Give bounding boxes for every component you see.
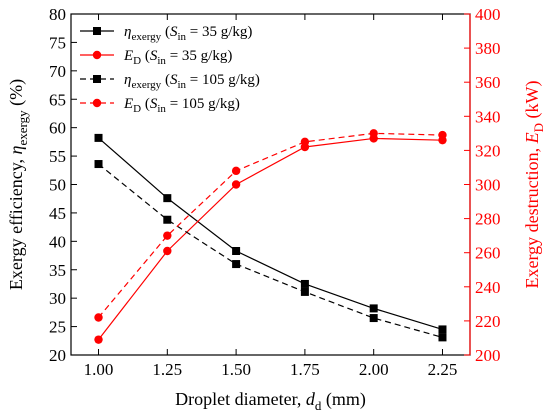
data-point [232, 260, 241, 269]
x-axis-label: Droplet diameter, dd (mm) [175, 389, 366, 413]
data-point [369, 129, 378, 138]
data-point [369, 304, 378, 313]
axis-labels: Droplet diameter, dd (mm) Exergy efficien… [6, 79, 546, 413]
y-left-tick-label: 80 [49, 5, 66, 24]
legend-marker [93, 27, 101, 35]
y-left-tick-label: 65 [49, 90, 66, 109]
y-left-tick-label: 75 [49, 33, 66, 52]
legend-entry-label: ED (Sin = 35 g/kg) [123, 48, 232, 67]
plot-frame [70, 13, 471, 356]
y-left-tick-label: 60 [49, 119, 66, 138]
data-point [232, 246, 241, 255]
x-tick-label: 2.00 [359, 360, 389, 379]
y-right-tick-label: 400 [475, 5, 501, 24]
legend-marker [92, 98, 102, 108]
series-1 [94, 133, 447, 334]
y-left-tick-label: 50 [49, 176, 66, 195]
y-left-axis-label: Exergy efficiency, ηexergy (%) [6, 79, 30, 290]
series-line [98, 163, 443, 338]
ticks-layer: 1.00 1.25 1.50 1.75 2.00 2.25 20 25 30 35 40 45 50 55… [49, 5, 501, 379]
x-tick-label: 1.00 [84, 360, 114, 379]
y-left-tick-label: 70 [49, 62, 66, 81]
y-right-tick-label: 280 [475, 210, 501, 229]
data-point [163, 194, 172, 203]
data-point [94, 133, 103, 142]
series-line [98, 132, 443, 318]
x-tick-label: 1.25 [152, 360, 182, 379]
data-point [163, 246, 172, 256]
series-line [98, 137, 443, 330]
y-right-tick-label: 360 [475, 73, 501, 92]
y-left-tick-label: 25 [49, 318, 66, 337]
series-line [98, 137, 443, 341]
data-point [438, 325, 447, 334]
data-point [94, 335, 103, 344]
y-right-tick-label: 320 [475, 141, 501, 160]
legend-marker [93, 75, 101, 83]
legend: ηexergy (Sin = 35 g/kg) ED (Sin = 35 g/kg… [80, 24, 260, 115]
y-left-tick-label: 45 [49, 204, 66, 223]
data-point [163, 231, 172, 240]
data-point [369, 314, 378, 323]
legend-marker [92, 50, 102, 60]
y-left-tick-label: 35 [49, 261, 66, 280]
series-3 [94, 160, 447, 342]
y-left-tick-label: 40 [49, 232, 66, 251]
series-layer [94, 129, 447, 344]
data-point [300, 287, 309, 296]
y-right-axis-label: Exergy destruction, ED (kW) [522, 80, 546, 288]
data-point [231, 166, 241, 176]
y-left-tick-label: 30 [49, 289, 66, 308]
data-point [94, 160, 103, 169]
y-right-tick-label: 220 [475, 312, 501, 331]
y-right-tick-label: 240 [475, 278, 501, 297]
data-point [231, 180, 241, 189]
data-point [94, 313, 103, 322]
data-point [300, 137, 310, 147]
x-tick-label: 1.75 [290, 360, 320, 379]
legend-entry-label: ηexergy (Sin = 35 g/kg) [124, 24, 252, 43]
y-right-tick-label: 200 [475, 346, 501, 365]
x-tick-label: 1.50 [221, 360, 251, 379]
data-point [300, 279, 309, 288]
y-left-tick-label: 20 [49, 346, 66, 365]
legend-entry-label: ηexergy (Sin = 105 g/kg) [124, 72, 260, 91]
y-right-tick-label: 380 [475, 39, 501, 58]
data-point [438, 130, 447, 140]
legend-entry-label: ED (Sin = 105 g/kg) [123, 96, 240, 115]
y-right-tick-label: 300 [475, 176, 501, 195]
data-point [163, 215, 172, 224]
series-4 [94, 129, 447, 322]
y-left-tick-label: 55 [49, 147, 66, 166]
x-tick-label: 2.25 [428, 360, 458, 379]
data-point [438, 333, 447, 342]
y-right-tick-label: 260 [475, 244, 501, 263]
series-2 [94, 134, 447, 344]
y-right-tick-label: 340 [475, 107, 501, 126]
